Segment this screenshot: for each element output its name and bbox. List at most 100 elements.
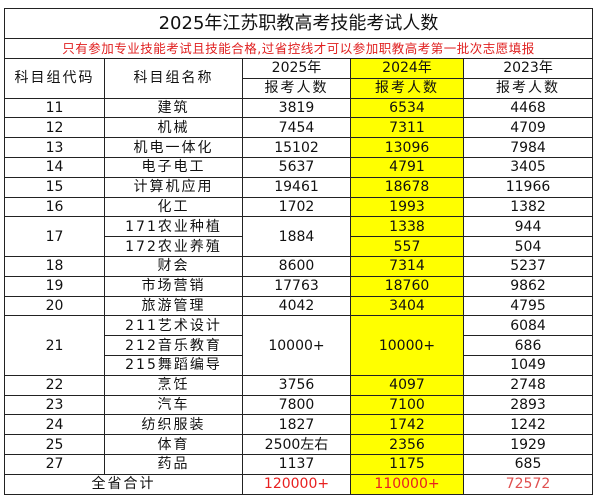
header-2023: 2023年 (462, 58, 594, 79)
count-2024-cell: 557 (350, 236, 464, 257)
count-2023-cell: 1382 (462, 196, 594, 218)
count-2023-cell: 7984 (462, 137, 594, 158)
table-row: 21 211艺术设计 10000+ 10000+ 6084 (4, 315, 594, 376)
count-2023-cell: 1049 (462, 354, 594, 376)
count-2025-cell: 1827 (242, 414, 351, 436)
count-2023-cell: 5237 (462, 255, 594, 277)
count-2025-cell: 19461 (242, 176, 351, 198)
code-cell: 11 (4, 97, 105, 119)
code-cell: 13 (4, 137, 105, 158)
exam-stats-table: 2025年江苏职教高考技能考试人数 只有参加专业技能考试且技能合格,过省控线才可… (3, 8, 594, 495)
name-cell: 旅游管理 (104, 295, 243, 317)
count-2025-cell: 10000+ (242, 315, 351, 376)
count-2024-cell: 3404 (350, 295, 464, 317)
code-cell: 22 (4, 374, 105, 396)
header-name: 科目组名称 (104, 58, 243, 99)
count-2025-cell: 2500左右 (242, 434, 351, 455)
count-2023-cell: 686 (462, 335, 594, 356)
code-cell: 23 (4, 394, 105, 416)
table-row: 13 机电一体化 15102 13096 7984 (4, 137, 594, 158)
code-cell: 25 (4, 434, 105, 455)
count-2025-cell: 7800 (242, 394, 351, 416)
code-cell: 19 (4, 275, 105, 297)
total-2023-cell: 72572 (462, 473, 594, 495)
count-2025-cell: 8600 (242, 255, 351, 277)
count-2025-cell: 3756 (242, 374, 351, 396)
count-2024-cell: 18760 (350, 275, 464, 297)
count-2024-cell: 7100 (350, 394, 464, 416)
header-2025: 2025年 (242, 58, 351, 79)
table-row: 20 旅游管理 4042 3404 4795 (4, 295, 594, 317)
count-2025-cell: 1884 (242, 216, 351, 257)
count-2023-cell: 2893 (462, 394, 594, 416)
code-cell: 27 (4, 453, 105, 475)
count-2023-cell: 11966 (462, 176, 594, 198)
count-2024-cell: 6534 (350, 97, 464, 119)
name-cell: 计算机应用 (104, 176, 243, 198)
subheader-2023: 报考人数 (462, 77, 594, 99)
table-title: 2025年江苏职教高考技能考试人数 (3, 8, 594, 39)
count-2025-cell: 4042 (242, 295, 351, 317)
table-row: 22 烹饪 3756 4097 2748 (4, 374, 594, 396)
name-cell: 药品 (104, 453, 243, 475)
eligibility-note: 只有参加专业技能考试且技能合格,过省控线才可以参加职教高考第一批次志愿填报 (3, 38, 594, 59)
count-2023-cell: 1242 (462, 414, 594, 436)
count-2024-cell: 1338 (350, 216, 464, 238)
table-row: 16 化工 1702 1993 1382 (4, 196, 594, 218)
count-2024-cell: 18678 (350, 176, 464, 198)
total-label: 全省合计 (4, 473, 243, 495)
count-2023-cell: 4709 (462, 117, 594, 139)
code-cell: 16 (4, 196, 105, 218)
count-2025-cell: 17763 (242, 275, 351, 297)
count-2024-cell: 2356 (350, 434, 464, 455)
count-2025-cell: 5637 (242, 156, 351, 178)
table-row: 23 汽车 7800 7100 2893 (4, 394, 594, 416)
name-cell: 汽车 (104, 394, 243, 416)
count-2024-cell: 1175 (350, 453, 464, 475)
count-2023-cell: 4795 (462, 295, 594, 317)
name-cell: 建筑 (104, 97, 243, 119)
count-2023-cell: 2748 (462, 374, 594, 396)
name-cell: 211艺术设计 (104, 315, 243, 337)
header-2024: 2024年 (350, 58, 464, 79)
name-cell: 财会 (104, 255, 243, 277)
count-2023-cell: 944 (462, 216, 594, 238)
count-2024-cell: 4791 (350, 156, 464, 178)
name-cell: 纺织服装 (104, 414, 243, 436)
count-2023-cell: 685 (462, 453, 594, 475)
count-2025-cell: 1702 (242, 196, 351, 218)
table-row: 14 电子电工 5637 4791 3405 (4, 156, 594, 178)
code-cell: 15 (4, 176, 105, 198)
name-cell: 烹饪 (104, 374, 243, 396)
table-row: 15 计算机应用 19461 18678 11966 (4, 176, 594, 198)
name-cell: 172农业养殖 (104, 236, 243, 257)
total-2024-cell: 110000+ (350, 473, 464, 495)
table-row: 17 171农业种植 1884 1338 944 (4, 216, 594, 257)
name-cell: 化工 (104, 196, 243, 218)
count-2023-cell: 9862 (462, 275, 594, 297)
count-2023-cell: 4468 (462, 97, 594, 119)
table-row: 11 建筑 3819 6534 4468 (4, 97, 594, 119)
count-2023-cell: 504 (462, 236, 594, 257)
count-2025-cell: 3819 (242, 97, 351, 119)
count-2024-cell: 7314 (350, 255, 464, 277)
count-2024-cell: 7311 (350, 117, 464, 139)
code-cell: 12 (4, 117, 105, 139)
subheader-2025: 报考人数 (242, 77, 351, 99)
code-cell: 17 (4, 216, 105, 257)
count-2025-cell: 1137 (242, 453, 351, 475)
count-2024-cell: 10000+ (350, 315, 464, 376)
table-row: 25 体育 2500左右 2356 1929 (4, 434, 594, 455)
code-cell: 14 (4, 156, 105, 178)
subheader-2024: 报考人数 (350, 77, 464, 99)
table-row: 24 纺织服装 1827 1742 1242 (4, 414, 594, 436)
name-cell: 机电一体化 (104, 137, 243, 158)
count-2023-cell: 1929 (462, 434, 594, 455)
count-2024-cell: 13096 (350, 137, 464, 158)
table-row: 172农业养殖 557 504 (5, 236, 594, 257)
table-row: 12 机械 7454 7311 4709 (4, 117, 594, 139)
name-cell: 机械 (104, 117, 243, 139)
total-2025-cell: 120000+ (242, 473, 351, 495)
count-2025-cell: 7454 (242, 117, 351, 139)
table-row: 18 财会 8600 7314 5237 (4, 255, 594, 277)
